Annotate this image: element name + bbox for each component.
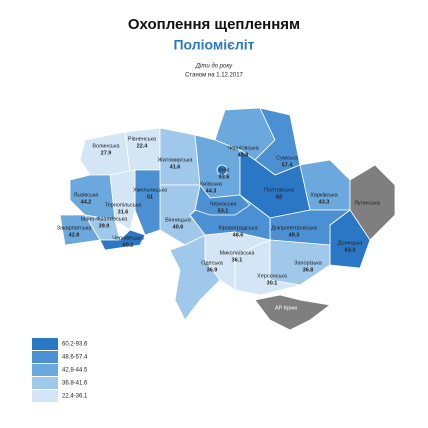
region-value: 60.2 xyxy=(123,242,134,248)
region-name: Харківська xyxy=(310,192,338,198)
region xyxy=(159,184,206,246)
title: Охоплення щепленням xyxy=(128,16,300,33)
region xyxy=(194,184,251,216)
region-name: Закарпатська xyxy=(57,225,93,231)
region-value: 43.3 xyxy=(319,199,330,205)
region-name: Тернопільська xyxy=(105,202,143,208)
subtitle: Поліомієліт xyxy=(173,37,254,53)
region-value: 36.1 xyxy=(232,257,243,263)
region xyxy=(99,229,146,251)
legend-label: 48.6-57.4 xyxy=(62,355,88,361)
date: Станом на 1.12.2017 xyxy=(185,73,243,79)
legend-label: 36.8-41.6 xyxy=(62,381,88,387)
region-name: Сумська xyxy=(276,155,299,161)
region-name: Рівненська xyxy=(128,136,157,142)
region-name: Івано-Франківська xyxy=(81,216,128,222)
region-value: 57.4 xyxy=(282,162,294,168)
region-name: Донецька xyxy=(338,240,363,246)
region-name: Хмельницька xyxy=(133,187,168,193)
region-name: Полтавська xyxy=(264,187,295,193)
region-name: Херсонська xyxy=(257,273,288,279)
region-name: Чернівецька xyxy=(112,235,145,241)
region xyxy=(216,164,228,176)
legend-swatch xyxy=(32,390,58,402)
region-value: 93.6 xyxy=(219,174,230,180)
region-value: 40.6 xyxy=(173,224,184,230)
legend: 60.2-93.6 48.6-57.4 42.8-44.5 36.8-41.6 22.4… xyxy=(32,338,88,402)
region-value: 44.2 xyxy=(81,199,92,205)
region-value: 43.8 xyxy=(238,152,249,158)
region-name: Миколаївська xyxy=(220,250,256,256)
region-name: АР Крим xyxy=(275,305,297,311)
legend-label: 22.4-36.1 xyxy=(62,394,88,400)
region-value: 27.9 xyxy=(101,150,112,156)
region-name: Київська xyxy=(200,181,223,187)
region-value: 42.8 xyxy=(69,232,80,238)
region-name: Вінницька xyxy=(165,217,192,223)
region-value: 49.3 xyxy=(289,232,300,238)
region-value: 44.3 xyxy=(206,188,217,194)
region-value: 48.6 xyxy=(233,232,244,238)
region xyxy=(169,234,221,321)
legend-swatch xyxy=(32,377,58,389)
region xyxy=(254,294,331,331)
region-name: Запорізька xyxy=(294,260,323,266)
region-name: Черкаська xyxy=(210,201,238,207)
region-value: 62 xyxy=(276,194,282,200)
region-value: 39.9 xyxy=(99,223,110,229)
region-value: 63.3 xyxy=(345,247,356,253)
legend-swatch xyxy=(32,351,58,363)
region-value: 41.6 xyxy=(170,164,181,170)
legend-swatch xyxy=(32,338,58,350)
region-name: Чернігівська xyxy=(227,145,259,151)
region-value: 53.1 xyxy=(218,208,229,214)
region-name: Волинська xyxy=(92,143,120,149)
region-name: Житомирська xyxy=(158,157,194,163)
region-value: 51 xyxy=(147,194,153,200)
region-value: 36.9 xyxy=(207,267,218,273)
region-value: 36.8 xyxy=(303,267,314,273)
region-name: Одеська xyxy=(201,260,224,266)
region-value: 22.4 xyxy=(137,143,149,149)
legend-label: 60.2-93.6 xyxy=(62,342,88,348)
regions xyxy=(59,107,396,331)
region-name: Кіровоградська xyxy=(219,225,259,231)
region-value: 30.1 xyxy=(267,280,278,286)
region-name: Львівська xyxy=(74,192,100,198)
legend-label: 42.8-44.5 xyxy=(62,368,88,374)
region-value: 31.6 xyxy=(118,209,129,215)
region-name: Луганська xyxy=(354,200,381,206)
legend-swatch xyxy=(32,364,58,376)
note: Діти до року xyxy=(195,64,233,70)
region xyxy=(124,127,161,173)
region-name: Дніпропетровська xyxy=(271,225,318,231)
region-name: Київ xyxy=(219,167,230,173)
